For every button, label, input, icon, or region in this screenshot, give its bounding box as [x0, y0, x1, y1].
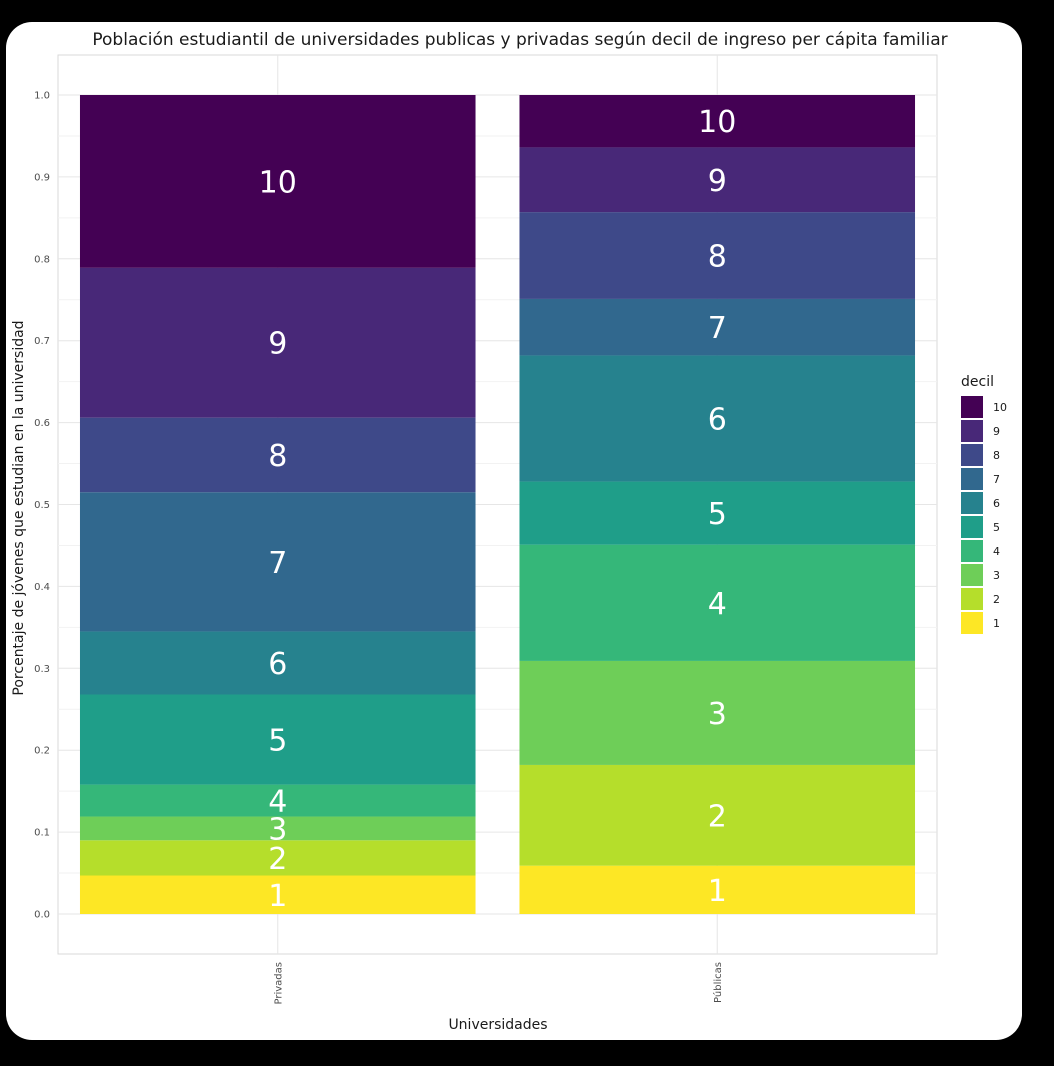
segment-label: 10 — [698, 105, 736, 140]
legend-key-5 — [961, 516, 983, 538]
legend-key-9 — [961, 420, 983, 442]
legend-key-6 — [961, 492, 983, 514]
y-tick-label: 0.3 — [34, 664, 50, 675]
y-tick-label: 0.7 — [34, 336, 50, 347]
bar-segment-públicas-decil-1 — [519, 865, 916, 914]
legend-title: decil — [961, 374, 994, 390]
segment-label: 7 — [268, 546, 287, 581]
segment-label: 9 — [268, 327, 287, 362]
bar-segment-públicas-decil-10 — [519, 95, 916, 148]
segment-label: 5 — [708, 497, 727, 532]
segment-label: 10 — [259, 165, 297, 200]
bar-segment-privadas-decil-9 — [79, 267, 476, 418]
bar-segment-privadas-decil-2 — [79, 840, 476, 876]
legend-label: 8 — [993, 449, 1000, 462]
stacked-bar-chart: Población estudiantil de universidades p… — [11, 30, 1007, 1033]
segment-label: 9 — [708, 164, 727, 199]
legend-key-1 — [961, 612, 983, 634]
legend-key-8 — [961, 444, 983, 466]
y-tick-label: 0.5 — [34, 500, 50, 511]
bar-segment-públicas-decil-2 — [519, 764, 916, 866]
segment-label: 8 — [268, 439, 287, 474]
bar-segment-privadas-decil-7 — [79, 492, 476, 632]
segment-label: 6 — [708, 403, 727, 438]
segment-label: 3 — [708, 697, 727, 732]
segment-label: 4 — [268, 785, 287, 820]
legend-key-4 — [961, 540, 983, 562]
y-tick-label: 1.0 — [34, 91, 50, 102]
legend-label: 5 — [993, 521, 1000, 534]
legend-label: 6 — [993, 497, 1000, 510]
segment-label: 4 — [708, 587, 727, 622]
bar-segment-privadas-decil-4 — [79, 784, 476, 817]
bar-segment-privadas-decil-6 — [79, 631, 476, 695]
segment-label: 3 — [268, 812, 287, 847]
segment-label: 8 — [708, 240, 727, 275]
legend-label: 7 — [993, 473, 1000, 486]
legend-label: 3 — [993, 569, 1000, 582]
y-tick-label: 0.1 — [34, 828, 50, 839]
x-tick-label: Públicas — [712, 962, 724, 1003]
segment-label: 6 — [268, 647, 287, 682]
segment-label: 2 — [268, 842, 287, 877]
segment-label: 1 — [708, 874, 727, 909]
y-axis-ticks: 0.0 0.1 0.2 0.3 0.4 0.5 0.6 0.7 0.8 0.9 1.0 — [34, 91, 50, 921]
y-tick-label: 0.2 — [34, 746, 50, 757]
x-axis-ticks: Privadas Públicas — [273, 962, 724, 1004]
y-axis-title: Porcentaje de jóvenes que estudian en la… — [11, 320, 27, 695]
y-tick-label: 0.6 — [34, 418, 50, 429]
bar-segment-privadas-decil-1 — [79, 875, 476, 914]
legend-key-3 — [961, 564, 983, 586]
y-tick-label: 0.4 — [34, 582, 50, 593]
bar-segment-públicas-decil-6 — [519, 355, 916, 482]
bar-segment-privadas-decil-8 — [79, 417, 476, 493]
bar-segment-privadas-decil-3 — [79, 816, 476, 841]
y-tick-label: 0.0 — [34, 910, 50, 921]
segment-label: 7 — [708, 311, 727, 346]
chart-card: Población estudiantil de universidades p… — [6, 22, 1022, 1040]
y-tick-label: 0.8 — [34, 254, 50, 265]
legend-key-2 — [961, 588, 983, 610]
legend-label: 10 — [993, 401, 1007, 414]
bar-segment-privadas-decil-10 — [79, 95, 476, 268]
legend-label: 4 — [993, 545, 1000, 558]
legend-label: 1 — [993, 617, 1000, 630]
legend-key-7 — [961, 468, 983, 490]
bar-segment-públicas-decil-3 — [519, 660, 916, 765]
legend: decil 10 9 8 7 6 5 4 3 2 1 — [961, 374, 1007, 634]
x-tick-label: Privadas — [273, 962, 284, 1004]
legend-key-10 — [961, 396, 983, 418]
bar-segment-públicas-decil-4 — [519, 544, 916, 661]
legend-label: 9 — [993, 425, 1000, 438]
bar-segment-públicas-decil-8 — [519, 212, 916, 299]
x-axis-title: Universidades — [448, 1017, 547, 1033]
segment-label: 2 — [708, 799, 727, 834]
segment-label: 1 — [268, 879, 287, 914]
segment-label: 5 — [268, 724, 287, 759]
bar-segment-privadas-decil-5 — [79, 694, 476, 785]
chart-title: Población estudiantil de universidades p… — [92, 30, 947, 50]
legend-label: 2 — [993, 593, 1000, 606]
bar-segment-públicas-decil-5 — [519, 481, 916, 545]
bars — [79, 95, 916, 914]
bar-segment-públicas-decil-9 — [519, 147, 916, 213]
bar-segment-públicas-decil-7 — [519, 298, 916, 356]
y-tick-label: 0.9 — [34, 172, 50, 183]
